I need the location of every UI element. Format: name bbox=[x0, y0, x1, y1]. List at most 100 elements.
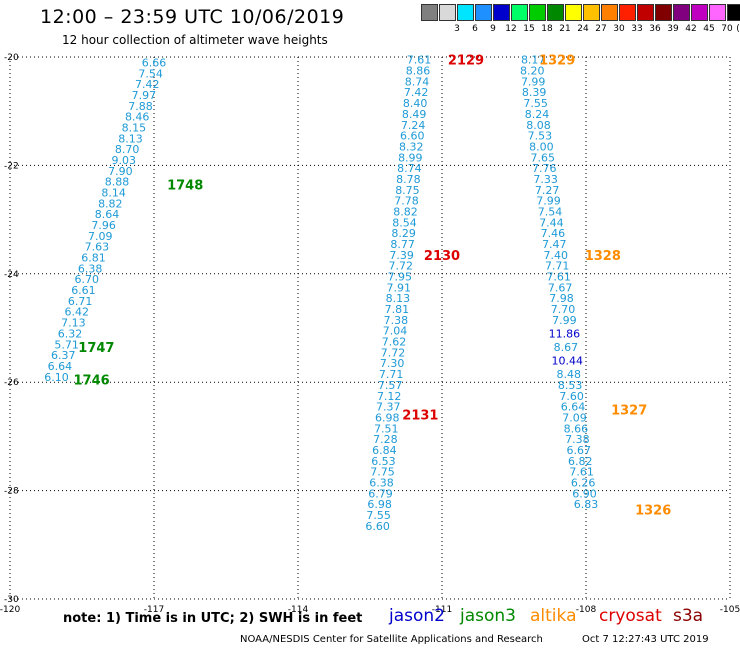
wave-height-label: 7.55 bbox=[366, 509, 391, 522]
wave-height-label: 6.83 bbox=[574, 498, 599, 511]
wave-height-label: 8.99 bbox=[398, 151, 423, 164]
wave-height-label: 6.71 bbox=[68, 295, 93, 308]
wave-height-label: 7.62 bbox=[382, 336, 407, 349]
wave-height-label: 8.53 bbox=[558, 379, 583, 392]
wave-height-label: 7.55 bbox=[523, 97, 548, 110]
wave-height-label: 7.28 bbox=[373, 433, 398, 446]
color-scale-label: 15 bbox=[523, 24, 535, 34]
wave-height-label: 7.99 bbox=[521, 75, 546, 88]
y-tick-label: -24 bbox=[4, 270, 19, 280]
x-tick-label: -108 bbox=[576, 605, 597, 615]
pass-time-label: 2131 bbox=[402, 409, 438, 424]
wave-height-label: 7.72 bbox=[381, 346, 406, 359]
color-scale-swatch bbox=[439, 4, 456, 21]
y-tick-label: -28 bbox=[4, 487, 19, 497]
wave-height-label: 7.95 bbox=[388, 271, 413, 284]
wave-height-label: 7.54 bbox=[138, 67, 163, 80]
wave-height-label: 6.70 bbox=[75, 273, 100, 286]
wave-height-label: 7.97 bbox=[132, 89, 157, 102]
wave-height-label: 7.27 bbox=[535, 184, 560, 197]
color-scale-label: 21 bbox=[559, 24, 571, 34]
color-scale-swatch bbox=[547, 4, 564, 21]
color-scale-label: 12 bbox=[505, 24, 517, 34]
wave-height-label: 8.00 bbox=[529, 140, 554, 153]
wave-height-label: 8.15 bbox=[122, 121, 147, 134]
wave-height-label: 8.17 bbox=[521, 54, 546, 67]
wave-height-label: 8.88 bbox=[105, 176, 130, 189]
color-scale-label: 39 bbox=[667, 24, 679, 34]
wave-height-label: 7.51 bbox=[374, 422, 399, 435]
color-scale-swatch bbox=[457, 4, 474, 21]
wave-height-label: 6.60 bbox=[400, 130, 425, 143]
color-scale-swatch bbox=[637, 4, 654, 21]
legend-jason3: jason3 bbox=[460, 606, 516, 626]
color-scale-swatch bbox=[727, 4, 740, 21]
wave-height-label: 6.84 bbox=[372, 444, 397, 457]
wave-height-label: 6.90 bbox=[572, 487, 597, 500]
wave-height-label: 7.38 bbox=[565, 433, 590, 446]
wave-height-label: 6.37 bbox=[51, 349, 76, 362]
wave-height-label: 6.66 bbox=[142, 56, 167, 69]
wave-height-label: 8.75 bbox=[395, 184, 420, 197]
wave-height-label: 8.08 bbox=[526, 119, 551, 132]
wave-height-label: 8.29 bbox=[391, 227, 416, 240]
color-scale-swatch bbox=[583, 4, 600, 21]
legend-altika: altika bbox=[530, 606, 577, 626]
wave-height-label: 8.70 bbox=[115, 143, 140, 156]
y-tick-label: -20 bbox=[4, 53, 19, 63]
wave-height-label: 7.53 bbox=[528, 130, 553, 143]
wave-height-label: 6.60 bbox=[365, 520, 390, 533]
color-scale-label: 24 bbox=[577, 24, 589, 34]
color-scale-unit: (ft) bbox=[736, 24, 740, 34]
wave-height-label: 8.64 bbox=[95, 208, 120, 221]
wave-height-label: 6.64 bbox=[561, 401, 586, 414]
wave-height-label: 7.99 bbox=[536, 195, 561, 208]
color-scale-label: 33 bbox=[631, 24, 643, 34]
color-scale-swatch bbox=[691, 4, 708, 21]
x-tick-label: -120 bbox=[0, 605, 20, 615]
wave-height-label: 6.98 bbox=[375, 411, 400, 424]
wave-height-label: 8.77 bbox=[390, 238, 415, 251]
wave-height-label: 8.20 bbox=[520, 65, 545, 78]
color-scale-label: 45 bbox=[703, 24, 715, 34]
wave-height-label: 8.66 bbox=[564, 422, 589, 435]
wave-height-label: 7.71 bbox=[545, 260, 570, 273]
color-scale-swatch bbox=[673, 4, 690, 21]
wave-height-label: 8.82 bbox=[98, 197, 123, 210]
x-tick-label: -114 bbox=[288, 605, 309, 615]
legend-s3a: s3a bbox=[673, 606, 704, 626]
chart-title: 12:00 – 23:59 UTC 10/06/2019 bbox=[40, 6, 345, 28]
wave-height-label: 7.04 bbox=[383, 325, 408, 338]
wave-height-label: 7.61 bbox=[569, 466, 594, 479]
pass-time-label: 1748 bbox=[167, 178, 203, 193]
wave-height-label: 7.78 bbox=[394, 195, 419, 208]
color-scale-swatch bbox=[709, 4, 726, 21]
pass-time-label: 1328 bbox=[585, 249, 621, 264]
wave-height-label: 7.96 bbox=[91, 219, 116, 232]
color-scale-swatch bbox=[655, 4, 672, 21]
color-scale-label: 70 bbox=[721, 24, 733, 34]
wave-height-label: 7.33 bbox=[533, 173, 558, 186]
wave-height-label: 7.46 bbox=[541, 227, 566, 240]
x-tick-label: -117 bbox=[144, 605, 164, 615]
wave-height-label: 7.72 bbox=[388, 260, 413, 273]
wave-height-label: 7.37 bbox=[376, 401, 401, 414]
wave-height-label: 7.70 bbox=[551, 303, 576, 316]
color-scale-label: 3 bbox=[454, 24, 460, 34]
wave-height-label: 7.09 bbox=[562, 411, 587, 424]
wave-height-label: 10.44 bbox=[552, 355, 584, 368]
wave-height-label: 6.98 bbox=[367, 498, 392, 511]
wave-height-label: 7.24 bbox=[401, 119, 426, 132]
wave-height-label: 7.75 bbox=[370, 466, 395, 479]
wave-height-label: 7.38 bbox=[384, 314, 409, 327]
footer-note: note: 1) Time is in UTC; 2) SWH is in fe… bbox=[63, 611, 363, 626]
wave-height-label: 7.30 bbox=[380, 357, 405, 370]
color-scale-label: 6 bbox=[472, 24, 478, 34]
pass-time-label: 1329 bbox=[539, 54, 575, 69]
pass-time-label: 1747 bbox=[78, 341, 114, 356]
wave-height-label: 8.13 bbox=[386, 292, 411, 305]
wave-height-label: 7.67 bbox=[548, 281, 573, 294]
wave-height-label: 7.57 bbox=[378, 379, 403, 392]
color-scale-swatch bbox=[475, 4, 492, 21]
wave-height-label: 7.81 bbox=[385, 303, 410, 316]
